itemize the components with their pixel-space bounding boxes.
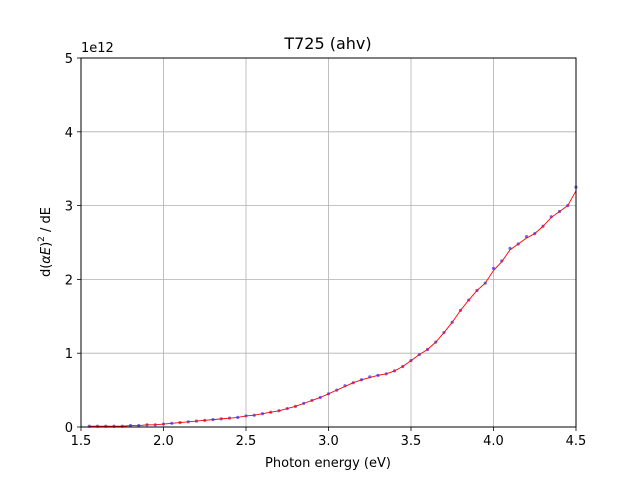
scatter-point [549, 215, 553, 219]
x-tick-label: 4.5 [566, 434, 587, 449]
y-tick-label: 4 [65, 126, 73, 141]
chart-title: T725 (ahv) [283, 34, 371, 53]
y-label-e: E [39, 246, 54, 255]
x-tick-label: 4.0 [483, 434, 504, 449]
fit-line-path [89, 190, 577, 427]
fit-line [89, 190, 577, 427]
y-label-suffix: / dE [39, 207, 54, 236]
y-tick-label: 2 [65, 273, 73, 288]
y-tick-label: 0 [65, 421, 73, 436]
x-tick-label: 2.0 [153, 434, 174, 449]
x-tick-label: 2.5 [236, 434, 257, 449]
x-tick-label: 3.5 [401, 434, 422, 449]
x-tick-label: 3.0 [318, 434, 339, 449]
axis-ticks [77, 57, 577, 431]
y-label-superscript: 2 [37, 236, 47, 242]
y-tick-label: 5 [65, 52, 73, 67]
y-axis-label: d(αE)2 / dE [37, 207, 54, 277]
y-label-prefix: d( [39, 264, 54, 277]
y-tick-label: 3 [65, 200, 73, 215]
y-label-alpha: α [39, 255, 54, 264]
y-tick-label: 1 [65, 347, 73, 362]
y-offset-text: 1e12 [81, 41, 114, 56]
tick-labels: 1.5 2.0 2.5 3.0 3.5 4.0 4.5 0 1 2 3 4 5 [65, 52, 587, 449]
x-axis-label: Photon energy (eV) [265, 456, 391, 471]
x-tick-label: 1.5 [71, 434, 92, 449]
y-label-close: ) [39, 242, 54, 247]
